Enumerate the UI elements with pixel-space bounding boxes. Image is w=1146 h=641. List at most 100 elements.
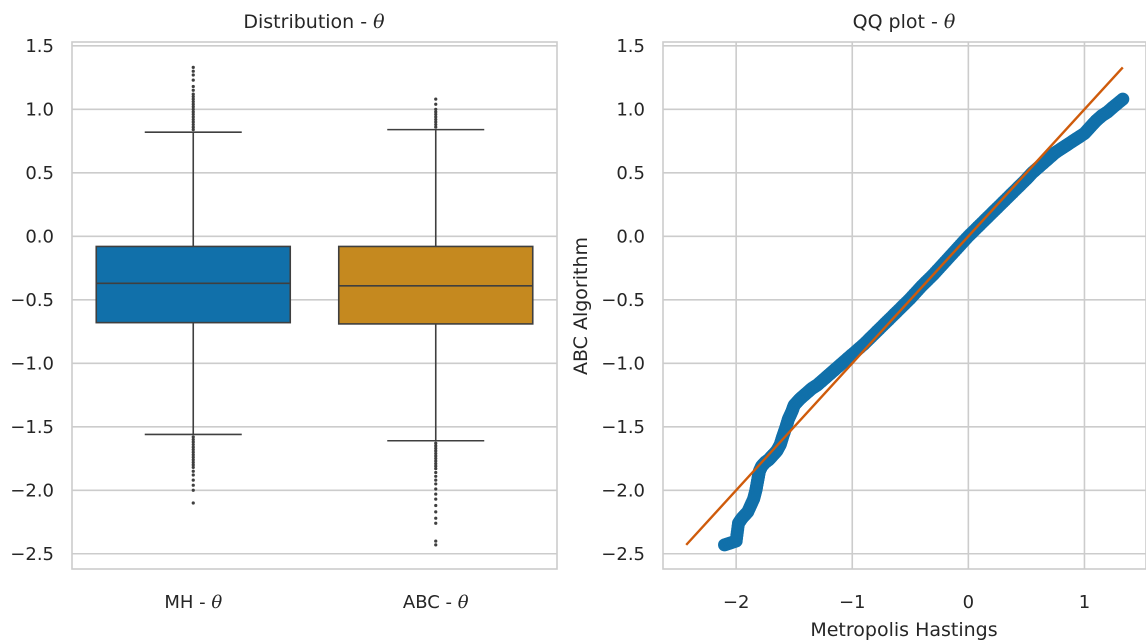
boxplot-y-tick-label: 1.5 <box>25 36 54 57</box>
box-outlier-point <box>434 459 438 463</box>
boxplot-y-tick-label: −2.5 <box>10 544 54 565</box>
box-outlier-point <box>191 102 195 106</box>
box-outlier-point <box>191 483 195 487</box>
qqplot-gridlines <box>663 42 1146 569</box>
boxplot-y-tick-label: −0.5 <box>10 290 54 311</box>
boxplot-y-tick-label: −1.0 <box>10 353 54 374</box>
boxplot-x-tick-label: MH - θ <box>164 592 222 613</box>
box-outlier-point <box>434 456 438 461</box>
box-outlier-point <box>434 441 438 445</box>
box-outlier-point <box>191 84 195 89</box>
box-outlier-point <box>191 100 195 104</box>
box-outlier-point <box>434 112 438 116</box>
qqplot-y-tick-label: −2.5 <box>601 544 645 565</box>
qqplot-y-axis-label: ABC Algorithm <box>570 237 592 375</box>
qqplot-x-ticks: −2 −1 0 1 <box>723 592 1090 613</box>
qqplot-x-tick-label: 0 <box>963 592 974 613</box>
box-outlier-point <box>191 501 195 505</box>
boxplot-y-tick-label: −1.5 <box>10 417 54 438</box>
box-outlier-point <box>434 446 438 450</box>
box-outlier-point <box>434 467 438 471</box>
box-outlier-point <box>191 460 195 464</box>
box-outlier-point <box>434 497 438 501</box>
boxplot-x-tick-label: ABC - θ <box>403 592 469 613</box>
box-outlier-point <box>434 543 438 547</box>
boxplot-x-ticks: MH - θ ABC - θ <box>164 592 468 613</box>
boxplot-y-tick-label: 0.5 <box>25 163 54 184</box>
box-outlier-point <box>434 487 438 491</box>
boxplot-y-tick-label: 0.0 <box>25 226 54 247</box>
box-outlier-point <box>191 442 195 447</box>
box-outlier-point <box>191 478 195 482</box>
box-outlier-point <box>191 455 195 459</box>
box-outlier-point <box>191 69 195 73</box>
box-outlier-point <box>434 539 438 543</box>
qqplot-x-axis-label: Metropolis Hastings <box>810 619 997 641</box>
box-outlier-point <box>191 458 195 462</box>
qqplot-y-tick-label: −1.5 <box>601 417 645 438</box>
box-outlier-point <box>191 435 195 439</box>
boxplot-y-ticks: 1.5 1.0 0.5 0.0 −0.5 −1.0 −1.5 −2.0 −2.5 <box>10 36 54 565</box>
box-outlier-point <box>191 115 195 119</box>
box-outlier-point <box>434 470 438 475</box>
qqplot-reference-line <box>685 66 1124 546</box>
box-outlier-point <box>434 516 438 520</box>
box-outlier-point <box>434 521 438 525</box>
box-outlier-point <box>434 510 438 514</box>
box-outlier-point <box>191 125 195 129</box>
box-iqr <box>95 245 292 324</box>
qqplot-points <box>718 92 1130 552</box>
box-outlier-point <box>434 97 438 101</box>
box-outlier-point <box>191 122 195 127</box>
qqplot-y-tick-label: 1.5 <box>616 36 645 57</box>
box-outlier-point <box>191 112 195 116</box>
box-outlier-point <box>191 88 195 92</box>
box-outlier-point <box>434 503 438 508</box>
box-outlier-point <box>191 107 195 111</box>
qqplot-y-tick-label: 0.5 <box>616 163 645 184</box>
box-outlier-point <box>434 102 438 106</box>
box-outlier-point <box>191 97 195 101</box>
boxplot-boxes <box>95 65 534 547</box>
box-outlier-point <box>434 125 438 129</box>
box-outlier-point <box>191 465 195 470</box>
box-outlier-point <box>434 107 438 111</box>
box-outlier-point <box>191 437 195 442</box>
boxplot-gridlines <box>72 45 557 555</box>
box-outlier-point <box>434 117 438 122</box>
boxplot-title: Distribution - θ <box>243 11 385 33</box>
box-outlier-point <box>191 105 195 109</box>
qqplot-y-tick-label: −0.5 <box>601 290 645 311</box>
box-outlier-point <box>191 117 195 122</box>
box-outlier-point <box>191 450 195 454</box>
qqplot-reference-line-group <box>685 66 1124 546</box>
box-outlier-point <box>191 473 195 477</box>
box-outlier-point <box>191 453 195 457</box>
box-outlier-point <box>191 488 195 492</box>
box-outlier-point <box>191 78 195 82</box>
box-outlier-point <box>434 120 438 124</box>
qqplot-x-tick-label: −1 <box>839 592 866 613</box>
box-outlier-point <box>434 474 438 478</box>
box-mh <box>95 65 292 505</box>
box-outlier-point <box>434 478 438 482</box>
qqplot-y-tick-label: 0.0 <box>616 226 645 247</box>
box-outlier-point <box>434 492 438 496</box>
box-outlier-point <box>434 449 438 453</box>
qq-point <box>1116 92 1130 106</box>
box-outlier-point <box>434 444 438 448</box>
box-outlier-point <box>434 454 438 458</box>
qqplot-y-tick-label: 1.0 <box>616 99 645 120</box>
box-abc <box>337 97 534 547</box>
box-outlier-point <box>434 110 438 114</box>
qqplot-y-tick-label: −2.0 <box>601 480 645 501</box>
box-outlier-point <box>191 110 195 114</box>
qqplot-x-tick-label: 1 <box>1079 592 1090 613</box>
box-outlier-point <box>191 95 195 99</box>
qqplot-panel: 1.51.00.50.0−0.5−1.0−1.5−2.0−2.5 −2 −1 0 1 … <box>570 11 1146 641</box>
qqplot-x-tick-label: −2 <box>723 592 750 613</box>
box-outlier-point <box>191 73 195 77</box>
boxplot-y-tick-label: 1.0 <box>25 99 54 120</box>
box-outlier-point <box>434 451 438 456</box>
